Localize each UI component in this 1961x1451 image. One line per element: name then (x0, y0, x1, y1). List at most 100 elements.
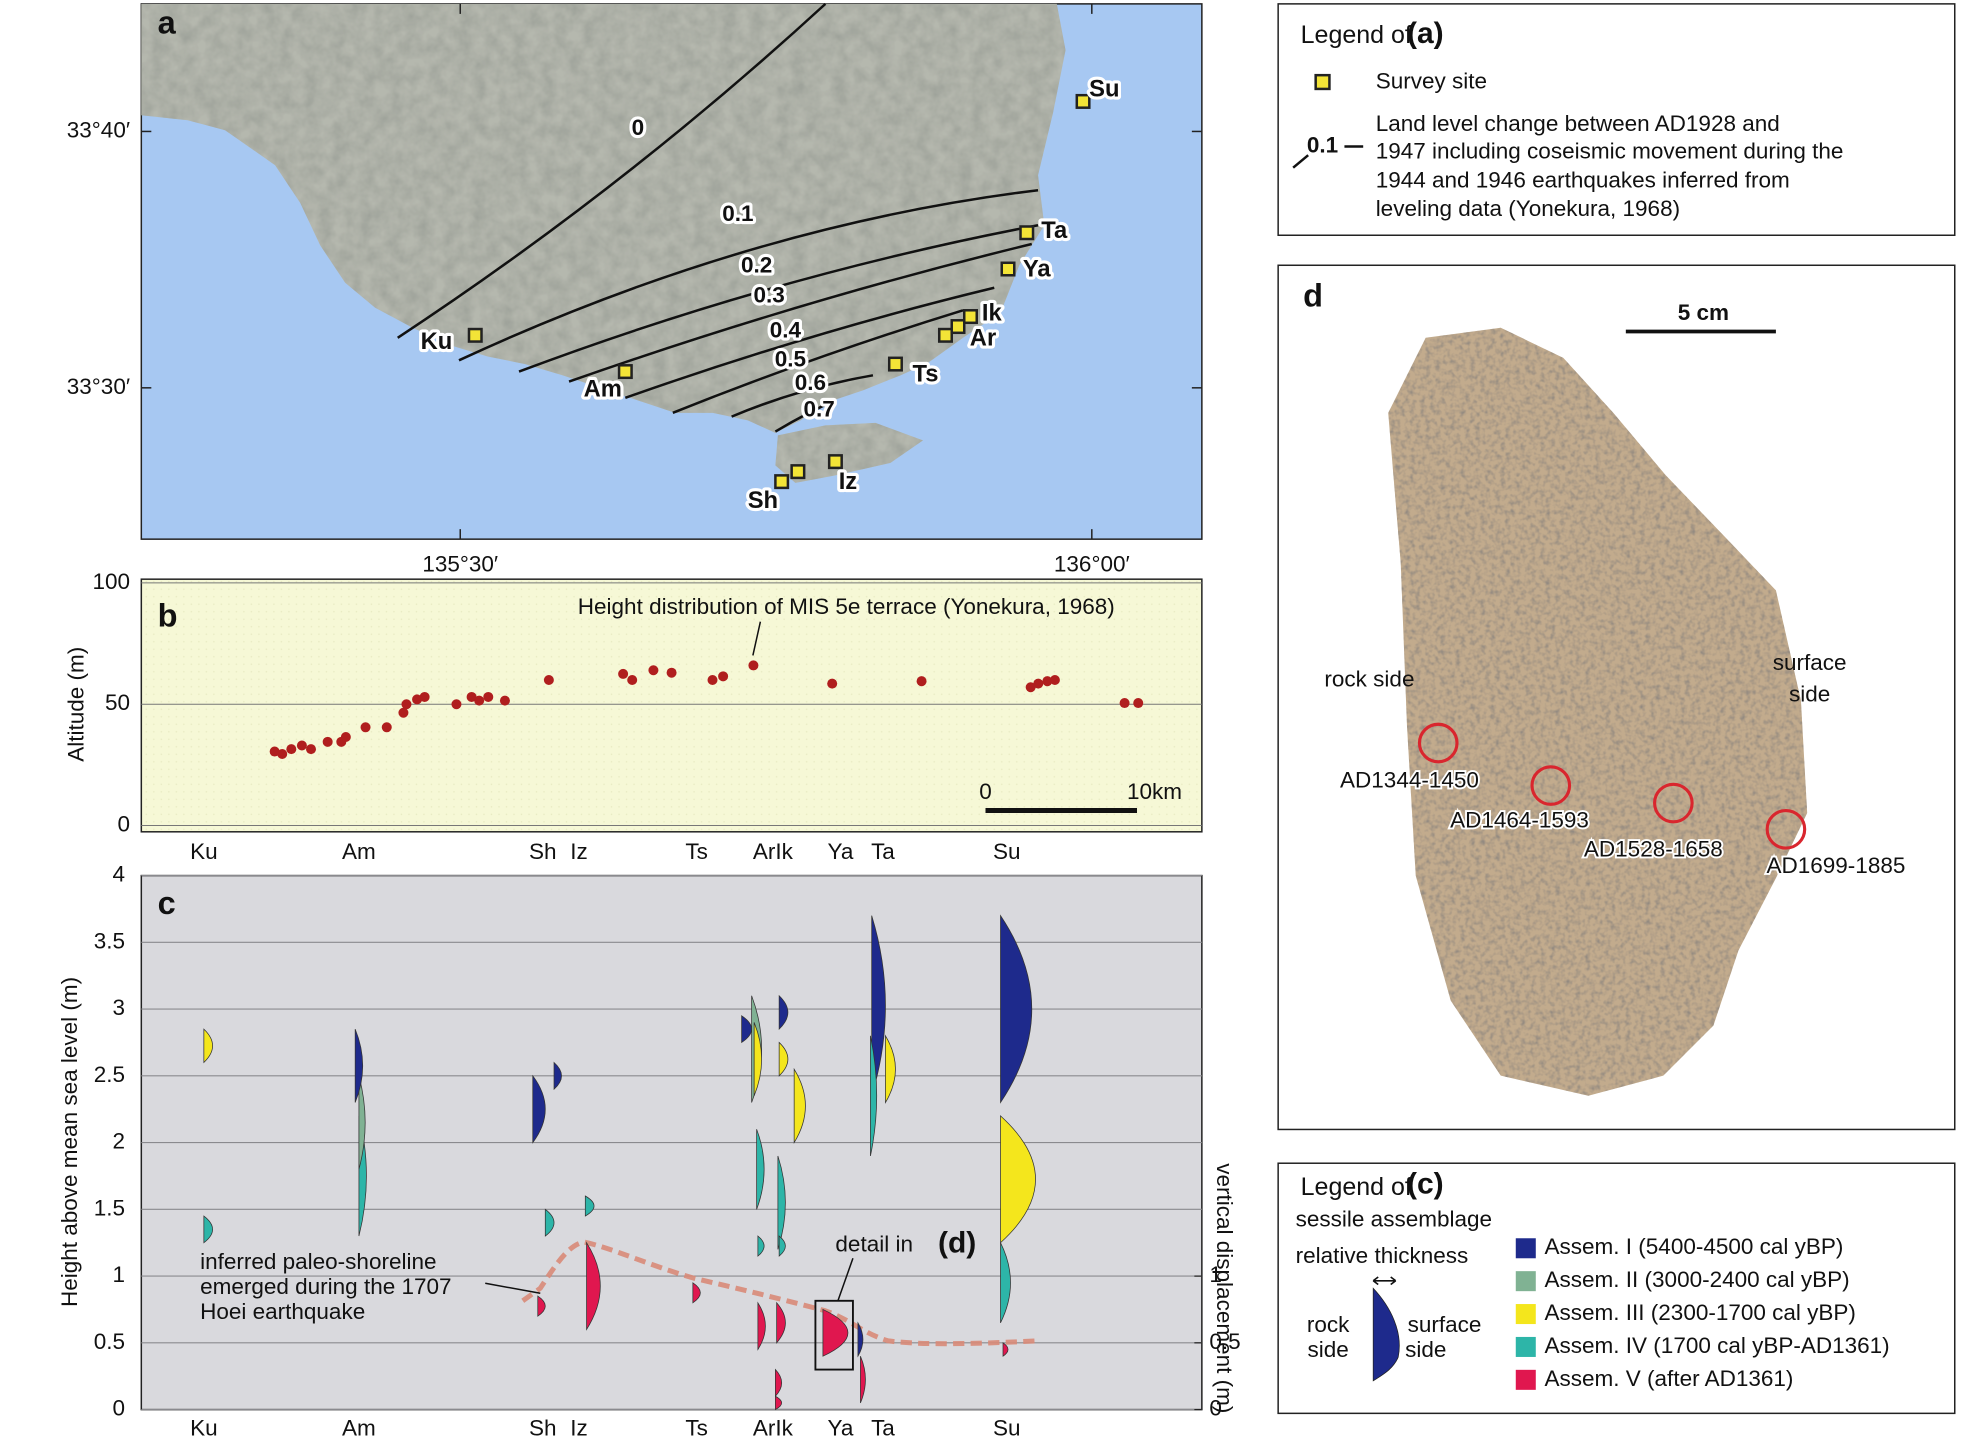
legend-label: Assem. I (5400-4500 cal yBP) (1545, 1234, 1844, 1259)
data-point (1025, 682, 1036, 693)
y-tick-label: 0 (113, 1396, 126, 1421)
age-label: AD1344-1450 (1340, 768, 1479, 793)
data-point (718, 671, 729, 682)
legend-text: rock (1307, 1312, 1350, 1337)
x-tick-label: Ya (827, 1416, 853, 1441)
y2-tick-label: 1 (1209, 1262, 1222, 1287)
contour-label: 0.6 (795, 370, 826, 395)
site-label: Iz (839, 468, 858, 495)
data-point (1033, 678, 1044, 689)
contour-line (672, 309, 964, 415)
x-tick-label: Am (342, 1416, 376, 1441)
y-tick-label: 3 (113, 995, 126, 1020)
x-tick-label: Su (993, 839, 1021, 864)
data-point (648, 665, 659, 676)
legend-text: 1944 and 1946 earthquakes inferred from (1376, 167, 1790, 192)
assemblage-lens (553, 1061, 562, 1091)
x-tick-label: Ts (685, 1416, 708, 1441)
y-tick-label: 100 (93, 569, 131, 594)
data-point (707, 674, 718, 685)
legend-label: Assem. III (2300-1700 cal yBP) (1545, 1300, 1856, 1325)
y-tick-label: 2 (113, 1129, 126, 1154)
data-point (269, 746, 280, 757)
site-label: Am (584, 376, 622, 403)
data-point (618, 668, 629, 679)
data-point (401, 699, 412, 710)
assemblage-lens (757, 1235, 765, 1257)
annotation: (d) (938, 1226, 976, 1259)
assemblage-lens (871, 915, 886, 1096)
data-point (466, 691, 477, 702)
legend-label: Assem. II (3000-2400 cal yBP) (1545, 1267, 1850, 1292)
legend-swatch (1515, 1304, 1536, 1325)
x-tick-label: Ku (190, 1416, 218, 1441)
scale-label: 10km (1127, 779, 1182, 804)
data-point (916, 676, 927, 687)
annotation: detail in (835, 1232, 913, 1257)
map-ticks (141, 3, 1202, 540)
assemblage-lens (203, 1215, 213, 1244)
y2-tick-label: 0 (1209, 1396, 1222, 1421)
assemblage-lens (775, 1368, 783, 1398)
assemblage-lens (757, 1301, 766, 1351)
age-label: AD1528-1658 (1584, 837, 1723, 862)
lon-tick-label: 136°00′ (1054, 551, 1130, 576)
assemblage-lens (775, 1395, 783, 1411)
contour-line (624, 286, 995, 400)
dated-spot (1530, 765, 1572, 806)
leader-line (485, 1282, 541, 1295)
site-marker (887, 356, 903, 372)
site-marker (937, 327, 953, 343)
thickness-arrow (1372, 1276, 1397, 1286)
assemblage-lens (778, 994, 789, 1030)
site-label: Ya (1023, 256, 1052, 283)
y-tick-label: 3.5 (94, 928, 125, 953)
data-point (1042, 676, 1053, 687)
annotation: emerged during the 1707 (200, 1274, 451, 1299)
data-point (398, 707, 409, 718)
contour-label: 0.1 (722, 201, 753, 226)
site-symbol (1314, 73, 1331, 91)
y-tick-label: 0 (118, 812, 131, 837)
data-point (412, 694, 423, 705)
x-tick-label: Ta (871, 839, 895, 864)
assemblage-lens (1000, 1115, 1036, 1244)
plot-area-b (140, 578, 1203, 833)
leader-line (752, 621, 762, 656)
legend-swatch (1515, 1238, 1536, 1259)
assemblage-lens (354, 1028, 363, 1103)
x-tick-label: Iz (570, 839, 588, 864)
legend-frame (1277, 1162, 1956, 1415)
data-point (340, 731, 351, 742)
data-point (543, 674, 554, 685)
contour-sample (1292, 154, 1309, 169)
contour-label: 0.2 (741, 252, 772, 277)
legend-text: 1947 including coseismic movement during… (1376, 139, 1844, 164)
legend-label: Assem. IV (1700 cal yBP-AD1361) (1545, 1333, 1890, 1358)
contour-label: 0.3 (754, 282, 785, 307)
assemblage-lens (885, 1034, 896, 1104)
panel-label: b (158, 598, 178, 634)
legend-swatch (1515, 1271, 1536, 1292)
site-marker (790, 464, 806, 480)
lon-tick-label: 135°30′ (422, 551, 498, 576)
legend-text: Survey site (1376, 69, 1487, 94)
data-point (483, 691, 494, 702)
age-label: AD1699-1885 (1767, 853, 1906, 878)
x-tick-label: Ku (190, 839, 218, 864)
site-marker (617, 364, 633, 380)
contour-line (774, 399, 836, 433)
x-tick-label: Ya (827, 839, 853, 864)
data-point (1119, 698, 1130, 709)
data-point (1049, 674, 1060, 685)
legend-text: surface (1408, 1312, 1482, 1337)
side-label: rock side (1324, 666, 1414, 691)
y-tick-label: 2.5 (94, 1062, 125, 1087)
land (141, 3, 1066, 433)
contour-line (568, 242, 1033, 383)
legend-title-ref: (a) (1407, 17, 1444, 50)
data-point (1133, 698, 1144, 709)
legend-text: leveling data (Yonekura, 1968) (1376, 196, 1680, 221)
annotation: Hoei earthquake (200, 1299, 365, 1324)
site-label: Ku (421, 328, 453, 355)
